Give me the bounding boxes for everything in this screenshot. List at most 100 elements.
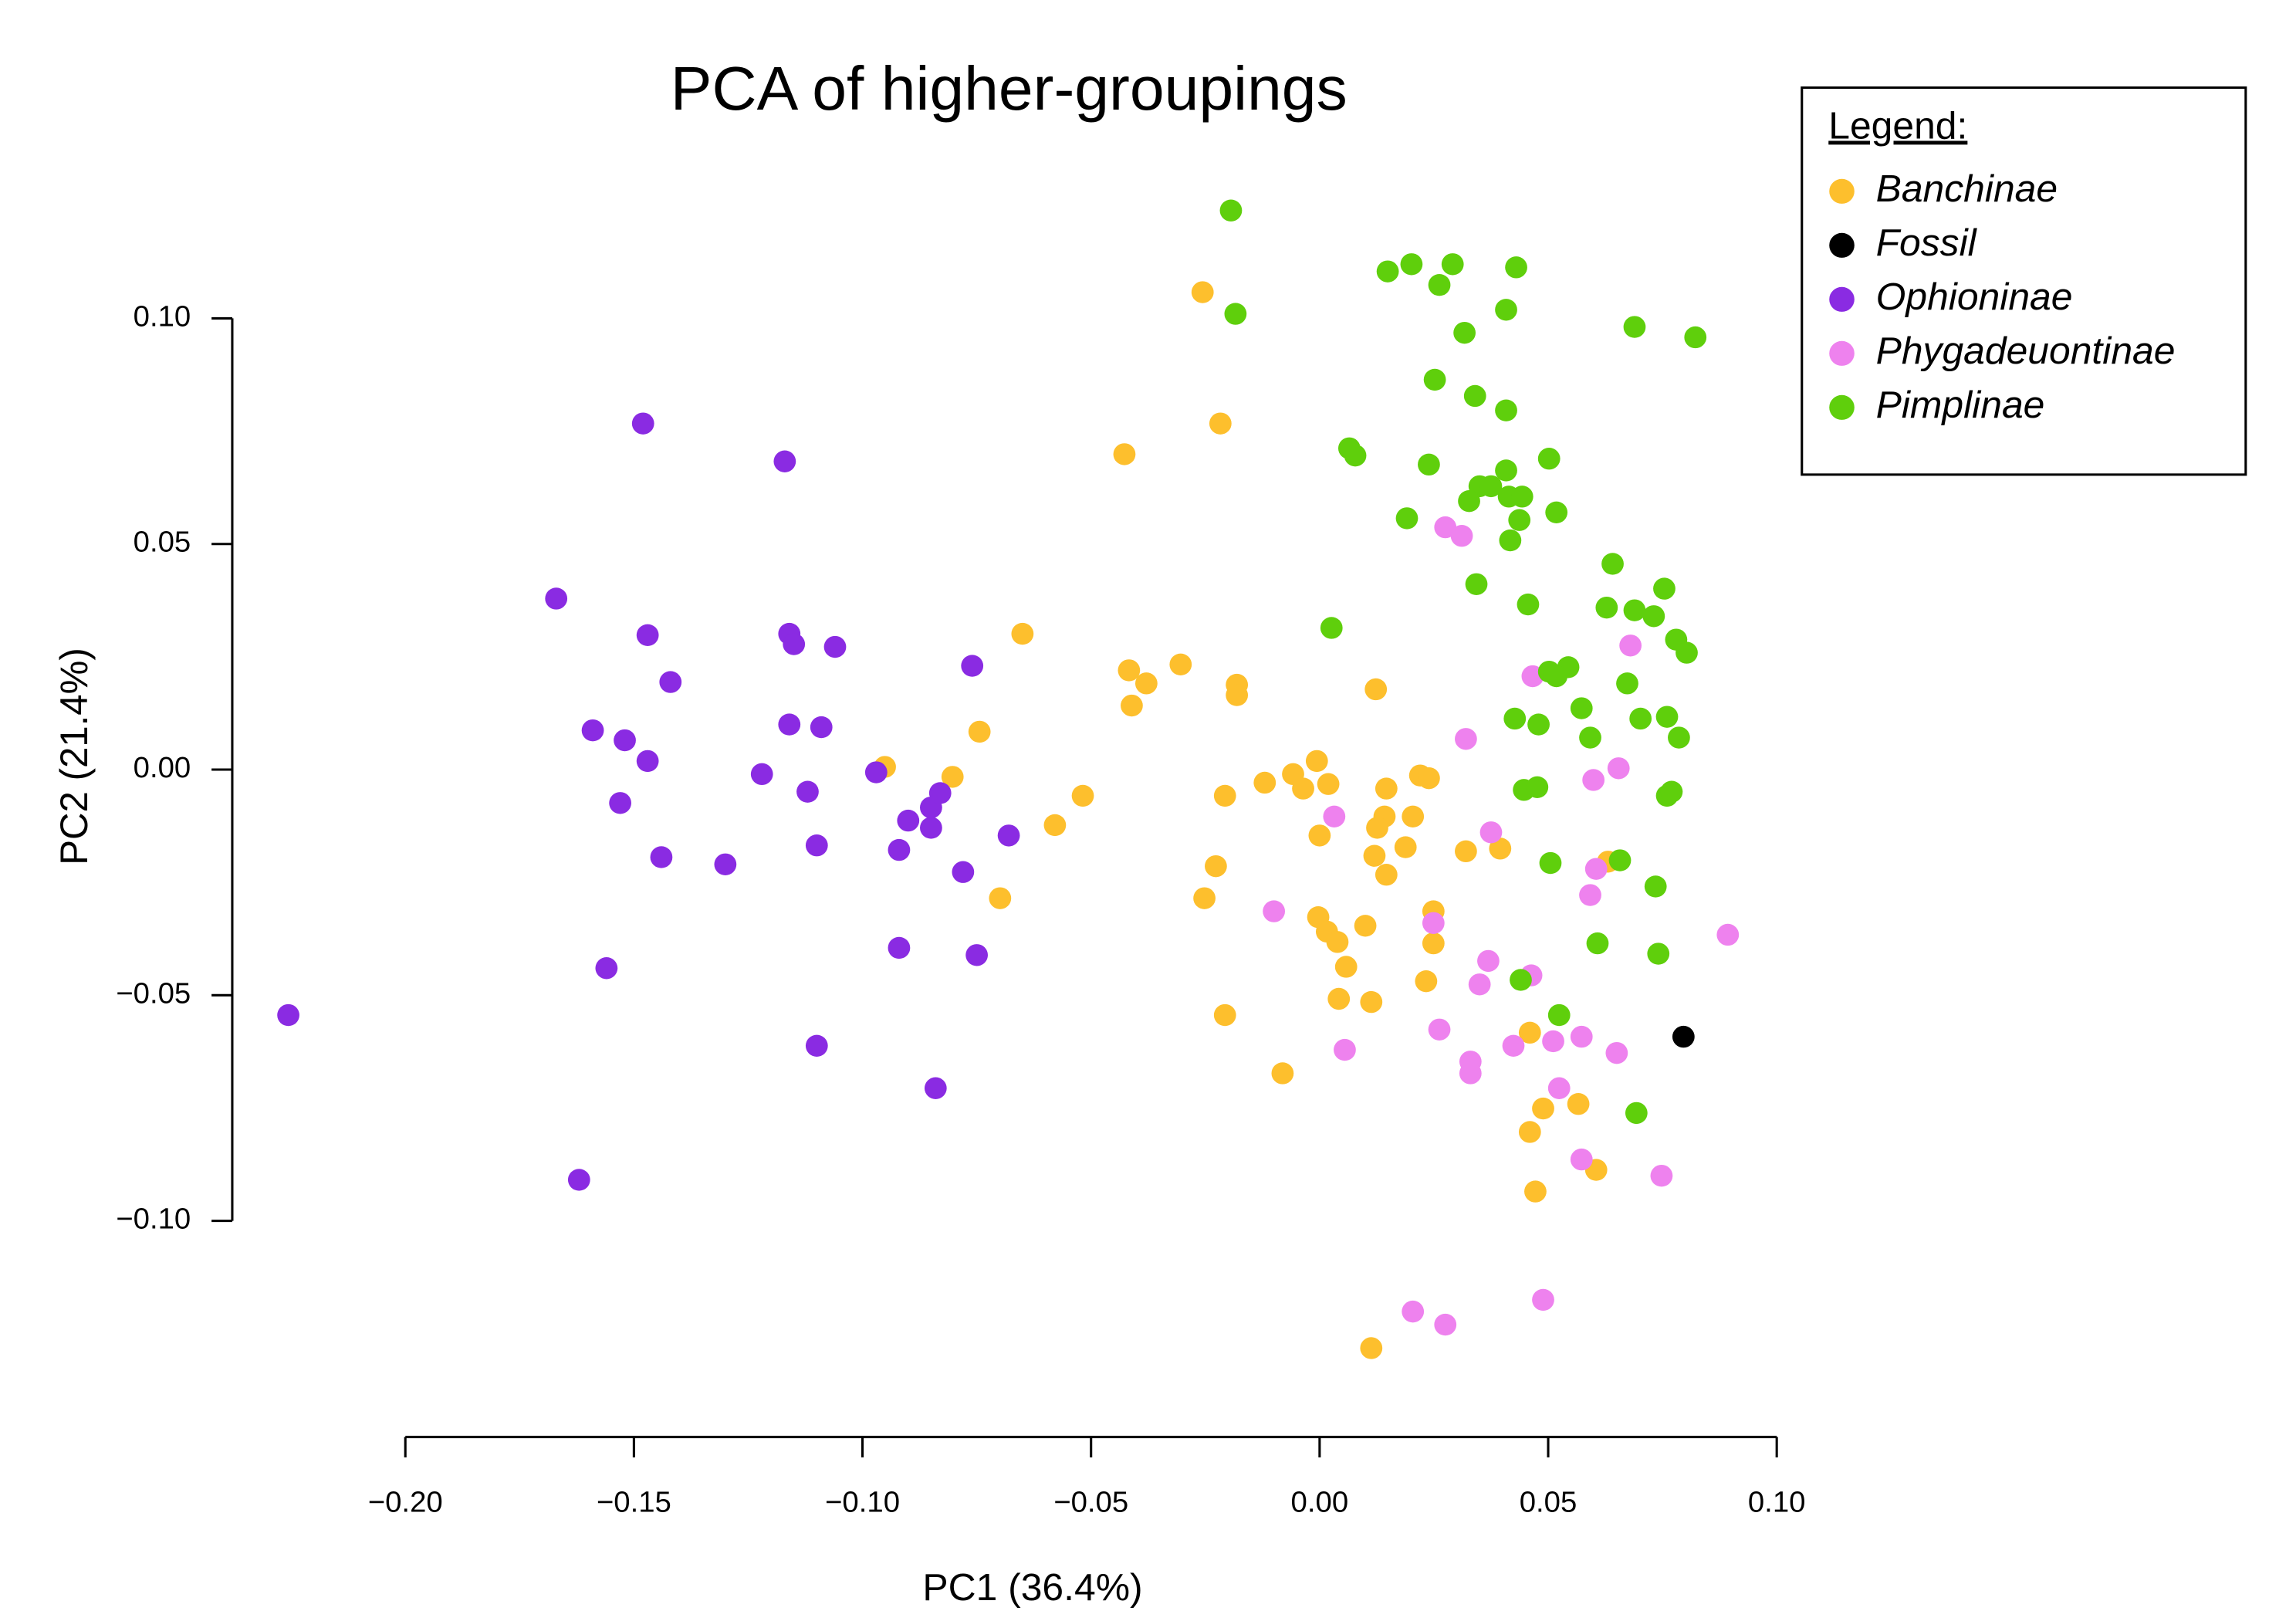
- point: [1326, 931, 1349, 953]
- point: [924, 1077, 947, 1099]
- point: [750, 763, 773, 786]
- point: [650, 846, 673, 868]
- point: [888, 936, 911, 959]
- point: [1113, 443, 1136, 465]
- point: [1502, 1034, 1525, 1057]
- point: [1650, 1164, 1673, 1187]
- point: [1441, 253, 1464, 276]
- point: [1364, 678, 1388, 701]
- point: [920, 817, 942, 839]
- point: [1477, 949, 1500, 973]
- point: [595, 957, 618, 980]
- point: [1375, 864, 1398, 886]
- point: [1213, 784, 1236, 807]
- point: [1545, 665, 1568, 688]
- x-tick-label: 0.05: [1520, 1487, 1577, 1519]
- point: [1579, 726, 1601, 749]
- point: [1455, 728, 1477, 750]
- point: [1418, 767, 1440, 790]
- legend-marker: [1829, 232, 1855, 258]
- point: [1428, 273, 1451, 296]
- legend-title: Legend:: [1828, 105, 1967, 147]
- point: [1644, 875, 1667, 898]
- point: [1526, 776, 1549, 799]
- point: [1422, 912, 1445, 934]
- point: [1308, 824, 1331, 847]
- y-tick-label: −0.10: [116, 1203, 191, 1236]
- point: [941, 766, 964, 788]
- point: [1463, 384, 1486, 408]
- point: [1524, 1180, 1547, 1203]
- point: [636, 750, 659, 773]
- point: [783, 633, 806, 655]
- point: [1642, 605, 1665, 628]
- point: [1619, 635, 1642, 657]
- point: [1539, 851, 1562, 875]
- point: [1505, 256, 1527, 279]
- legend-label: Banchinae: [1876, 168, 2058, 210]
- x-tick-label: −0.20: [368, 1487, 443, 1519]
- point: [1317, 773, 1340, 795]
- point: [1655, 706, 1679, 728]
- point: [1510, 969, 1532, 991]
- point: [1625, 1102, 1648, 1125]
- point: [1660, 780, 1683, 803]
- point: [1459, 1062, 1482, 1085]
- point: [805, 1034, 828, 1057]
- point: [1422, 932, 1445, 955]
- point: [1510, 486, 1533, 508]
- point: [1363, 844, 1386, 867]
- x-tick-label: −0.10: [825, 1487, 900, 1519]
- point: [1354, 915, 1377, 937]
- point: [1428, 1018, 1451, 1041]
- point: [1327, 987, 1351, 1010]
- legend-marker: [1829, 286, 1855, 312]
- point: [567, 1169, 590, 1191]
- point: [961, 655, 984, 677]
- point: [1375, 777, 1398, 800]
- point: [1071, 784, 1094, 807]
- point: [1450, 525, 1473, 547]
- point: [1468, 973, 1491, 996]
- y-tick-label: 0.10: [134, 301, 191, 333]
- legend-marker: [1829, 340, 1855, 366]
- x-tick-label: 0.00: [1291, 1487, 1349, 1519]
- point: [1118, 659, 1141, 682]
- point: [1226, 684, 1249, 706]
- point: [1043, 814, 1067, 837]
- chart-title: PCA of higher-groupings: [671, 55, 1348, 123]
- point: [1489, 838, 1512, 860]
- point: [1716, 923, 1740, 946]
- point: [1570, 1025, 1593, 1048]
- x-tick-label: 0.10: [1748, 1487, 1806, 1519]
- point: [1532, 1097, 1554, 1120]
- point: [864, 761, 888, 783]
- point: [1499, 529, 1522, 552]
- point: [1263, 900, 1286, 922]
- point: [997, 824, 1020, 847]
- point: [1193, 887, 1216, 909]
- point: [1415, 970, 1438, 993]
- point: [1423, 368, 1446, 391]
- point: [1366, 817, 1388, 839]
- point: [1376, 260, 1399, 283]
- point: [1547, 1077, 1571, 1099]
- point: [989, 887, 1012, 909]
- point: [1479, 821, 1503, 844]
- point: [1567, 1093, 1590, 1115]
- point: [1418, 453, 1440, 476]
- point: [1253, 771, 1276, 794]
- point: [897, 809, 920, 832]
- point: [1402, 805, 1425, 828]
- legend-label: Ophioninae: [1876, 276, 2073, 318]
- point: [1542, 1030, 1564, 1053]
- point: [1271, 1062, 1294, 1085]
- point: [888, 838, 911, 861]
- point: [581, 719, 604, 742]
- point: [1209, 412, 1232, 435]
- point: [1458, 490, 1480, 513]
- point: [714, 853, 737, 875]
- point: [609, 792, 631, 814]
